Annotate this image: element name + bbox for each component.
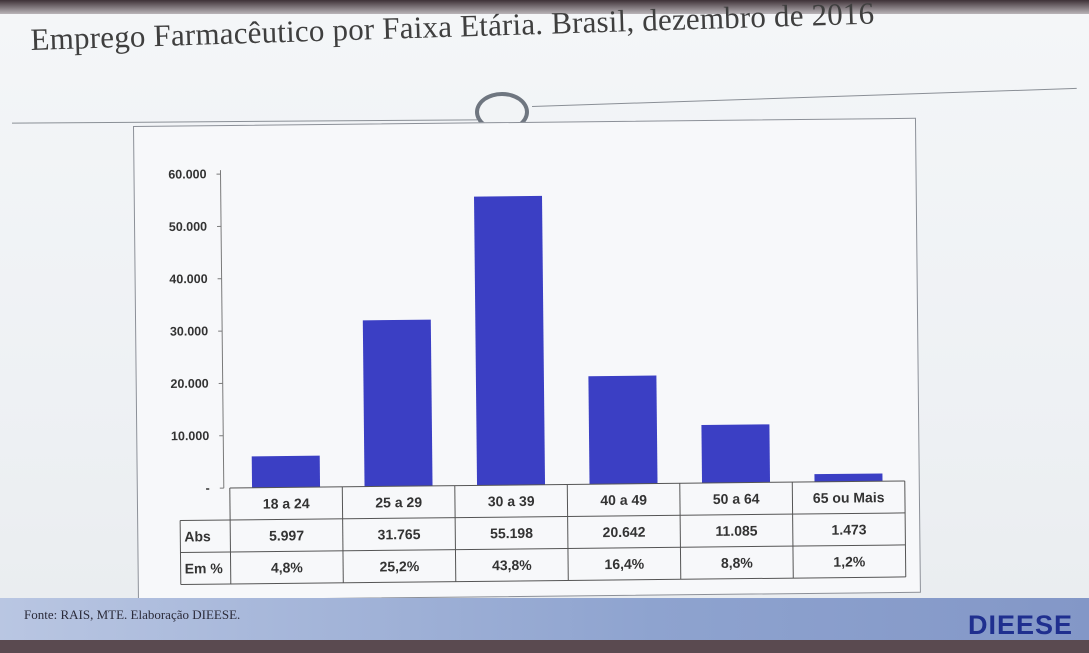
dieese-logo: DIEESE — [967, 610, 1073, 640]
y-tick-label: 40.000 — [169, 272, 207, 286]
chart-frame: - 10.000 20.000 30.000 40.000 50.000 60.000 18 … — [133, 117, 921, 601]
table-column-border — [454, 485, 457, 582]
bar — [588, 375, 658, 485]
table-row-border — [180, 576, 906, 586]
table-column-border — [229, 488, 232, 585]
table-cell-value: 8,8% — [721, 555, 754, 571]
bar — [251, 455, 321, 488]
y-tick-label: 20.000 — [170, 377, 208, 391]
slide-bottom-edge — [0, 640, 1089, 653]
table-column-border — [566, 484, 569, 581]
y-tick-label: 30.000 — [170, 324, 208, 338]
table-cell-value: 20.642 — [603, 524, 646, 540]
table-row-border — [180, 544, 906, 554]
x-category-label: 65 ou Mais — [813, 489, 885, 506]
divider-right — [532, 87, 1077, 107]
table-left-border — [179, 520, 182, 585]
footer-bar — [0, 598, 1089, 640]
table-cell-value: 11.085 — [715, 522, 757, 538]
y-tick-label: 10.000 — [171, 429, 209, 443]
x-category-label: 25 a 29 — [375, 494, 422, 510]
source-note: Fonte: RAIS, MTE. Elaboração DIEESE. — [24, 607, 241, 622]
y-tick-label: - — [206, 481, 210, 495]
table-column-border — [341, 486, 344, 583]
table-cell-value: 1,2% — [833, 553, 866, 569]
x-category-label: 40 a 49 — [600, 492, 647, 508]
table-column-border — [791, 482, 794, 579]
bar — [814, 473, 883, 482]
bar — [701, 424, 771, 484]
slide-top-edge — [0, 0, 1089, 14]
table-cell-value: 31.765 — [378, 526, 421, 542]
table-cell-value: 43,8% — [492, 557, 532, 573]
table-cell-value: 1.473 — [831, 521, 866, 537]
y-axis-line — [219, 170, 225, 489]
table-column-border — [679, 483, 682, 580]
x-category-label: 30 a 39 — [488, 493, 535, 509]
bar — [474, 195, 546, 486]
table-cell-value: 25,2% — [379, 558, 419, 574]
y-tick-label: 60.000 — [168, 167, 206, 181]
table-column-border — [904, 480, 907, 577]
table-cell-value: 5.997 — [269, 527, 304, 543]
table-row-label: Em % — [185, 560, 224, 576]
y-tick-label: 50.000 — [169, 220, 207, 234]
x-category-label: 50 a 64 — [713, 490, 760, 506]
x-category-label: 18 a 24 — [263, 495, 310, 511]
bar — [362, 319, 433, 487]
table-cell-value: 16,4% — [604, 556, 644, 572]
table-row-border — [180, 512, 906, 522]
table-cell-value: 55.198 — [490, 525, 533, 541]
bar-chart: - 10.000 20.000 30.000 40.000 50.000 60.000 18 … — [168, 167, 907, 586]
table-row-label: Abs — [184, 528, 211, 544]
table-cell-value: 4,8% — [271, 559, 304, 575]
